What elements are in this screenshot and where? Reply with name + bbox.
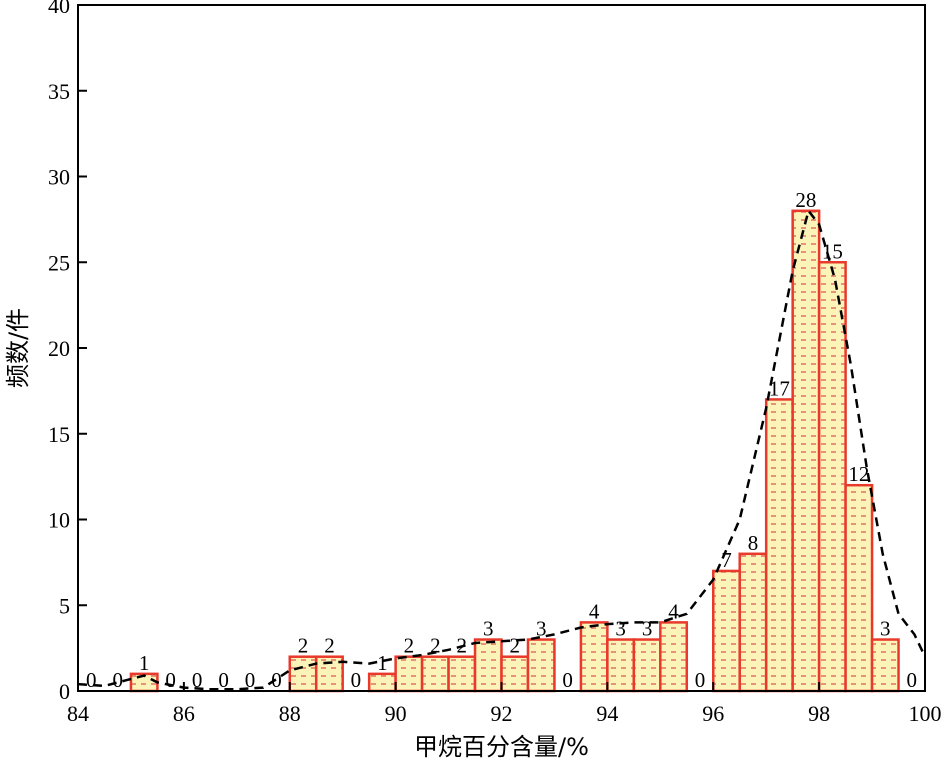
y-tick-label: 20 bbox=[48, 336, 70, 361]
y-tick-label: 35 bbox=[48, 79, 70, 104]
bar-data-label: 1 bbox=[377, 651, 388, 675]
bar-data-label: 0 bbox=[218, 668, 229, 692]
y-tick-label: 25 bbox=[48, 250, 70, 275]
x-tick-label: 92 bbox=[491, 701, 513, 726]
bar-data-label: 4 bbox=[668, 599, 679, 623]
x-tick-label: 98 bbox=[808, 701, 830, 726]
histogram-bar bbox=[526, 638, 556, 693]
bar-data-label: 28 bbox=[795, 188, 816, 212]
bar-data-label: 1 bbox=[139, 651, 150, 675]
bars-group bbox=[129, 209, 900, 693]
histogram-bar bbox=[844, 483, 874, 693]
trend-line bbox=[77, 208, 927, 691]
bar-data-label: 3 bbox=[536, 617, 547, 641]
histogram-bar bbox=[394, 655, 424, 693]
bar-data-label: 0 bbox=[86, 668, 97, 692]
histogram-bar bbox=[659, 621, 689, 693]
histogram-bar bbox=[420, 655, 450, 693]
bar-data-label: 2 bbox=[404, 634, 415, 658]
bar-data-label: 0 bbox=[112, 668, 123, 692]
x-tick-label: 88 bbox=[279, 701, 301, 726]
histogram-bar bbox=[764, 398, 794, 693]
bar-data-label: 2 bbox=[298, 634, 309, 658]
bar-data-label: 7 bbox=[721, 548, 732, 572]
histogram-bar bbox=[367, 672, 397, 693]
bar-data-label: 0 bbox=[351, 668, 362, 692]
y-tick-label: 30 bbox=[48, 165, 70, 190]
y-tick-label: 10 bbox=[48, 508, 70, 533]
bar-data-label: 3 bbox=[615, 617, 626, 641]
x-tick-label: 96 bbox=[702, 701, 724, 726]
histogram-bar bbox=[473, 638, 503, 693]
histogram-bar bbox=[632, 638, 662, 693]
histogram-bar bbox=[606, 638, 636, 693]
bar-data-label: 3 bbox=[642, 617, 653, 641]
x-tick-label: 84 bbox=[67, 701, 89, 726]
bar-data-label: 2 bbox=[324, 634, 335, 658]
bar-data-label: 15 bbox=[822, 239, 843, 263]
y-tick-label: 40 bbox=[48, 0, 70, 18]
histogram-bar bbox=[817, 261, 847, 693]
x-tick-label: 90 bbox=[385, 701, 407, 726]
bar-data-label: 0 bbox=[271, 668, 282, 692]
bar-data-label: 0 bbox=[907, 668, 918, 692]
bar-data-label: 0 bbox=[192, 668, 203, 692]
y-tick-label: 0 bbox=[59, 679, 70, 704]
bar-data-label: 0 bbox=[695, 668, 706, 692]
y-tick-label: 5 bbox=[59, 593, 70, 618]
trend-line-group bbox=[77, 208, 927, 691]
bar-data-label: 17 bbox=[769, 376, 790, 400]
y-axis-title: 频数/件 bbox=[4, 308, 32, 388]
histogram-bar bbox=[870, 638, 900, 693]
x-axis-title: 甲烷百分含量/% bbox=[414, 733, 589, 761]
histogram-bar bbox=[500, 655, 530, 693]
bar-data-label: 12 bbox=[848, 462, 869, 486]
bar-data-label: 8 bbox=[748, 531, 759, 555]
y-tick-label: 15 bbox=[48, 422, 70, 447]
bar-data-label: 2 bbox=[430, 634, 441, 658]
x-tick-label: 94 bbox=[596, 701, 618, 726]
x-tick-label: 100 bbox=[909, 701, 942, 726]
histogram-bar bbox=[738, 552, 768, 693]
histogram-bar bbox=[791, 209, 821, 693]
histogram-bar bbox=[712, 569, 741, 693]
bar-data-label: 2 bbox=[457, 634, 468, 658]
bar-data-label: 3 bbox=[880, 617, 891, 641]
bar-data-label: 0 bbox=[245, 668, 256, 692]
bar-data-label: 3 bbox=[483, 617, 494, 641]
histogram-bar bbox=[447, 655, 477, 693]
bar-data-label: 2 bbox=[509, 634, 520, 658]
x-tick-label: 86 bbox=[173, 701, 195, 726]
histogram-bar bbox=[288, 655, 318, 693]
bar-data-label: 0 bbox=[165, 668, 176, 692]
histogram-bar bbox=[579, 621, 609, 693]
bar-data-label: 0 bbox=[562, 668, 573, 692]
bar-data-label: 4 bbox=[589, 599, 600, 623]
